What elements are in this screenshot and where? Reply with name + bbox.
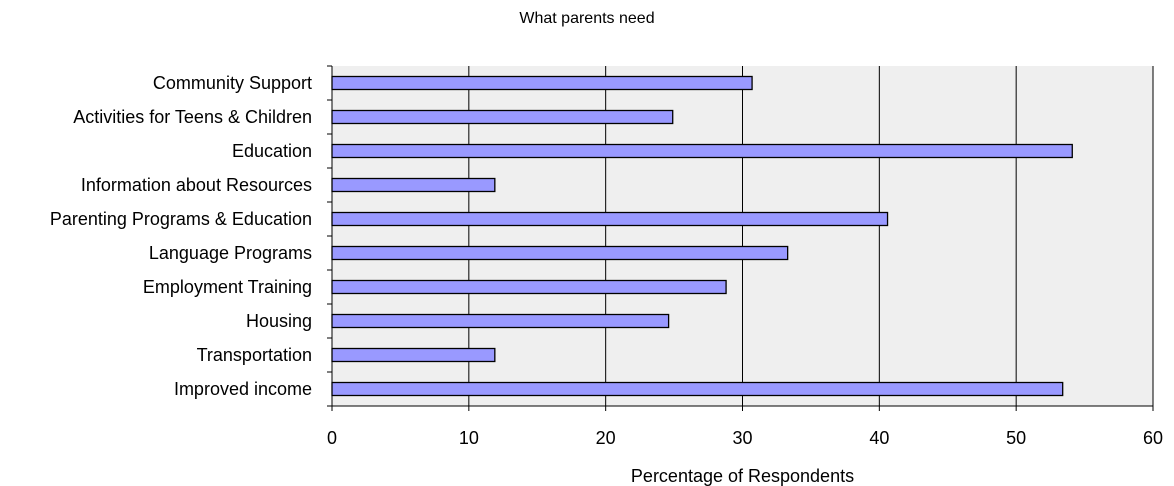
- bar: [331, 177, 496, 193]
- category-label: Community Support: [153, 73, 312, 93]
- category-label: Parenting Programs & Education: [50, 209, 312, 229]
- chart-title: What parents need: [519, 10, 655, 27]
- category-label: Language Programs: [149, 243, 312, 263]
- x-tick-label: 0: [327, 428, 337, 448]
- category-label: Housing: [246, 311, 312, 331]
- bar: [331, 347, 496, 363]
- bar: [331, 143, 1073, 159]
- bar: [331, 109, 674, 125]
- bar: [331, 313, 670, 329]
- bar: [331, 75, 753, 91]
- bar: [331, 245, 789, 261]
- category-label: Transportation: [197, 345, 312, 365]
- x-tick-label: 50: [1006, 428, 1026, 448]
- x-axis-title: Percentage of Respondents: [631, 466, 854, 486]
- x-tick-label: 40: [869, 428, 889, 448]
- x-tick-label: 20: [596, 428, 616, 448]
- category-label: Education: [232, 141, 312, 161]
- x-tick-label: 60: [1143, 428, 1163, 448]
- category-label: Employment Training: [143, 277, 312, 297]
- bar: [331, 279, 727, 295]
- category-label: Activities for Teens & Children: [73, 107, 312, 127]
- x-tick-label: 30: [732, 428, 752, 448]
- category-label: Improved income: [174, 379, 312, 399]
- x-tick-label: 10: [459, 428, 479, 448]
- category-label: Information about Resources: [81, 175, 312, 195]
- bar: [331, 381, 1064, 397]
- bar: [331, 211, 889, 227]
